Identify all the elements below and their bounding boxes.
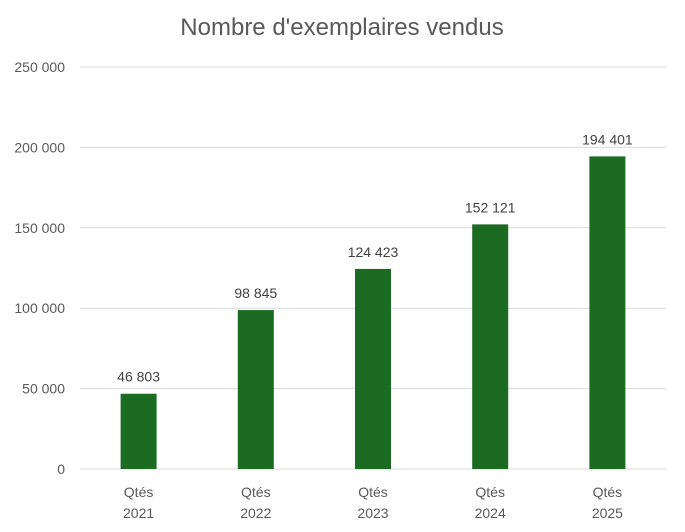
x-tick-label: 2023 bbox=[357, 505, 388, 521]
x-tick-label: 2022 bbox=[240, 505, 271, 521]
bar bbox=[120, 393, 157, 469]
data-label: 98 845 bbox=[234, 285, 277, 301]
bar bbox=[589, 156, 626, 469]
x-tick-label: Qtés bbox=[475, 484, 505, 500]
bar bbox=[472, 224, 509, 469]
x-tick-label: Qtés bbox=[241, 484, 271, 500]
data-label: 194 401 bbox=[582, 131, 633, 147]
x-tick-label: Qtés bbox=[358, 484, 388, 500]
x-tick-label: 2024 bbox=[475, 505, 506, 521]
y-tick-label: 200 000 bbox=[14, 139, 65, 155]
data-labels: 46 803 98 845 124 423 152 121 194 401 bbox=[117, 131, 633, 384]
x-tick-label: Qtés bbox=[124, 484, 154, 500]
data-label: 124 423 bbox=[348, 244, 399, 260]
bars bbox=[120, 156, 626, 469]
x-tick-label: Qtés bbox=[593, 484, 623, 500]
y-tick-label: 100 000 bbox=[14, 300, 65, 316]
y-axis-ticks: 0 50 000 100 000 150 000 200 000 250 000 bbox=[14, 59, 65, 477]
x-tick-label: 2025 bbox=[592, 505, 623, 521]
x-tick-label: 2021 bbox=[123, 505, 154, 521]
y-tick-label: 50 000 bbox=[22, 381, 65, 397]
bar bbox=[355, 268, 391, 469]
data-label: 46 803 bbox=[117, 369, 160, 385]
x-axis-ticks: Qtés 2021 Qtés 2022 Qtés 2023 Qtés 2024 Qtés 2025 bbox=[123, 484, 623, 521]
y-tick-label: 250 000 bbox=[14, 59, 65, 75]
y-tick-label: 150 000 bbox=[14, 220, 65, 236]
y-tick-label: 0 bbox=[57, 461, 65, 477]
chart-title: Nombre d'exemplaires vendus bbox=[180, 14, 503, 41]
bar bbox=[237, 310, 274, 469]
data-label: 152 121 bbox=[465, 199, 516, 215]
